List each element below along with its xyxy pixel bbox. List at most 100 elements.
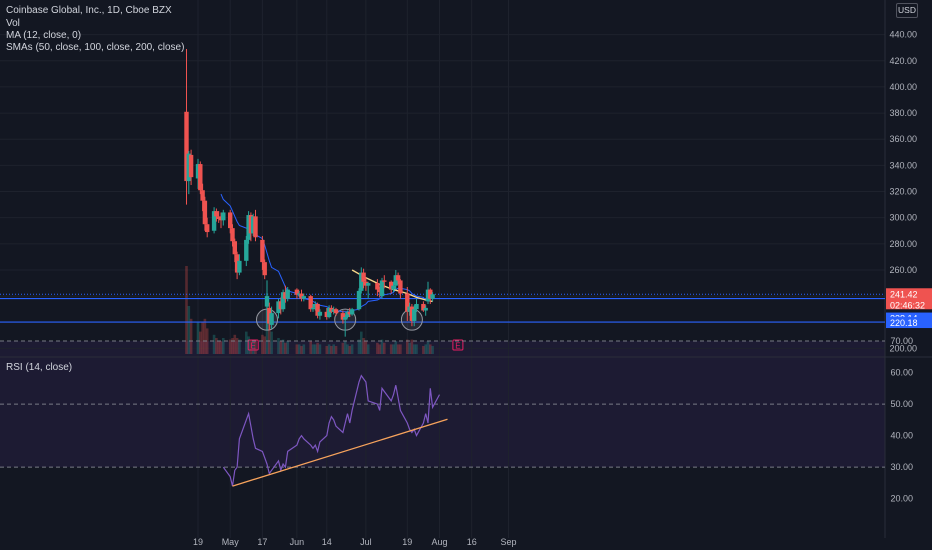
volume-bar [360, 331, 363, 354]
smas-legend[interactable]: SMAs (50, close, 100, close, 200, close) [6, 42, 185, 53]
candle-body [423, 307, 428, 311]
candle-body [377, 289, 382, 293]
time-tick-label: Jul [360, 537, 372, 547]
candle-body [285, 289, 290, 299]
rsi-tick-label: 50.00 [890, 399, 913, 409]
candle-body [428, 289, 433, 299]
rsi-legend[interactable]: RSI (14, close) [6, 362, 73, 373]
volume-bar [309, 341, 312, 354]
candle-body [317, 311, 323, 316]
volume-bar [249, 339, 253, 354]
volume-bar [185, 266, 188, 354]
price-tick-label: 200.00 [889, 343, 917, 353]
volume-bar [318, 344, 322, 354]
candle-body [244, 239, 249, 261]
candle-body [184, 111, 189, 182]
volume-bar [394, 341, 398, 354]
earnings-marker [247, 339, 259, 351]
candle-body [230, 228, 235, 242]
volume-bar [238, 339, 241, 354]
candle-body [345, 311, 350, 318]
candle-body [283, 292, 288, 299]
candle-body [391, 285, 396, 290]
candle-body [331, 309, 336, 312]
volume-bar [389, 344, 393, 354]
candle-body [276, 301, 281, 314]
candle-body [359, 272, 364, 291]
time-tick-label: 14 [322, 537, 332, 547]
price-tick-label: 440.00 [889, 30, 917, 40]
candle-body [234, 254, 240, 273]
level-tag [886, 317, 932, 329]
candle-body [200, 190, 205, 201]
candle-body [405, 293, 410, 312]
candle-body [329, 307, 334, 312]
volume-bar [311, 344, 315, 354]
volume-bar [408, 342, 411, 354]
candle-body [294, 289, 300, 295]
candle-body [326, 307, 332, 318]
volume-bar [228, 339, 232, 354]
volume-bar [396, 344, 400, 354]
volume-bar [261, 334, 264, 354]
volume-bar [332, 344, 335, 354]
candle-body [221, 212, 226, 221]
candle-body [188, 154, 194, 178]
candle-body [232, 241, 237, 255]
rsi-trendline [232, 418, 448, 487]
volume-bar [383, 342, 386, 354]
volume-bar [251, 341, 255, 354]
volume-bar [189, 318, 193, 354]
candle-body [363, 281, 369, 286]
candle-body [301, 296, 306, 299]
candle-body [216, 216, 221, 219]
time-tick-label: 16 [467, 537, 477, 547]
candle-body [198, 164, 203, 191]
volume-bar [357, 339, 361, 354]
volume-bar [187, 306, 191, 354]
candle-body [211, 211, 217, 231]
volume-bar [410, 339, 414, 354]
candle-body [414, 303, 419, 310]
volume-bar [415, 344, 418, 354]
candle-body [214, 211, 219, 217]
volume-bar [350, 344, 354, 354]
last-price-tag-text: 241.42 [890, 289, 918, 299]
time-tick-label: 17 [257, 537, 267, 547]
volume-bar [279, 341, 283, 354]
volume-bar [362, 338, 365, 354]
candle-body [269, 313, 274, 325]
time-tick-label: 19 [402, 537, 412, 547]
volume-bar [270, 331, 273, 354]
currency-button[interactable]: USD [896, 3, 918, 18]
volume-bar [263, 336, 266, 354]
volume-bar [325, 346, 329, 354]
time-tick-label: May [222, 537, 240, 547]
candle-body [366, 283, 371, 286]
volume-bar [343, 341, 347, 354]
candle-body [264, 296, 270, 307]
candle-body [430, 294, 435, 299]
candle-body [251, 216, 256, 234]
candle-body [409, 306, 415, 321]
candle-body [228, 212, 233, 229]
volume-bar [316, 342, 319, 354]
volume-bar [297, 344, 301, 354]
volume-bar [392, 344, 395, 354]
price-tick-label: 380.00 [889, 108, 917, 118]
candle-body [308, 296, 313, 310]
earnings-marker [452, 339, 464, 351]
volume-bar [376, 342, 379, 354]
volume-bar [429, 344, 432, 354]
candle-body [195, 164, 201, 179]
volume-legend[interactable]: Vol [6, 18, 20, 29]
time-tick-label: Aug [431, 537, 447, 547]
ma-legend[interactable]: MA (12, close, 0) [6, 30, 82, 41]
candle-body [407, 306, 412, 312]
rsi-line [222, 374, 441, 487]
candle-body [412, 309, 417, 321]
volume-bar [284, 342, 287, 354]
price-tick-label: 400.00 [889, 82, 917, 92]
rsi-tick-label: 20.00 [890, 494, 913, 504]
